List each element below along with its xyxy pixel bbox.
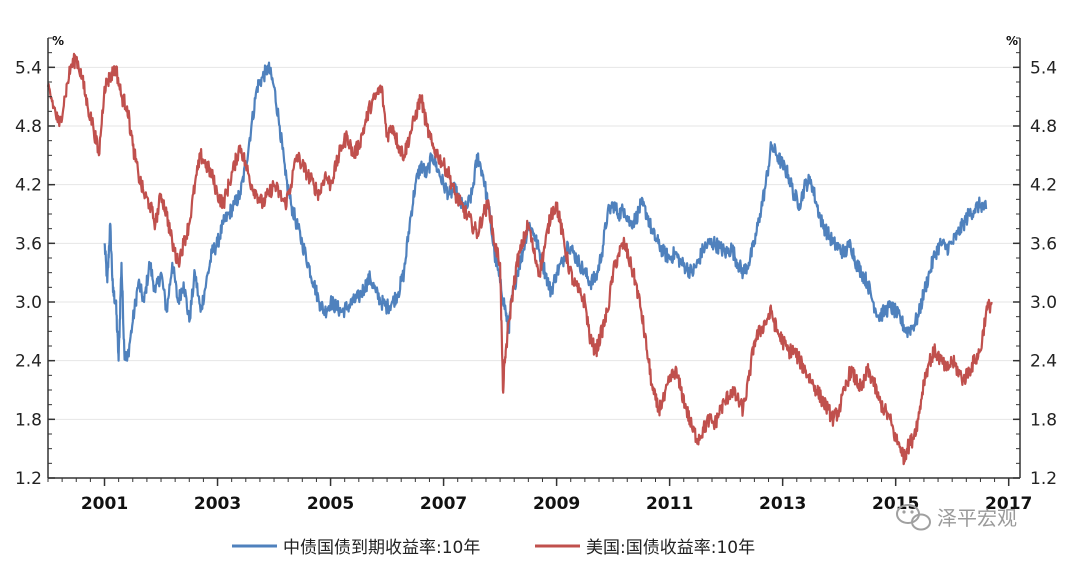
series-line-us-10y [46,52,993,466]
x-tick-label-2007: 2007 [420,494,467,514]
x-tick-label-2017: 2017 [985,494,1032,514]
x-tick-label-2013: 2013 [759,494,806,514]
y-tick-label-right: 2.4 [1030,352,1057,372]
y-tick-label-left: 3.6 [15,234,42,254]
y-tick-label-left: 1.2 [15,469,42,489]
legend-label-us: 美国:国债收益率:10年 [586,538,755,558]
series-line-china-10y [103,61,988,362]
y-tick-label-right: 1.2 [1030,469,1057,489]
y-tick-label-left: 1.8 [15,410,42,430]
y-tick-label-left: 4.8 [15,117,42,137]
y-tick-label-left: 2.4 [15,352,42,372]
y-tick-label-right: 5.4 [1030,58,1057,78]
y-tick-label-left: 5.4 [15,58,42,78]
gridlines [48,66,1020,479]
y-tick-label-left: 4.2 [15,176,42,196]
watermark: 泽平宏观 [896,504,1017,531]
y-tick-label-right: 1.8 [1030,410,1057,430]
x-tick-label-2001: 2001 [81,494,128,514]
y-axis-unit-left: % [52,34,64,48]
y-tick-label-right: 3.0 [1030,293,1057,313]
y-tick-label-right: 3.6 [1030,234,1057,254]
x-tick-label-2015: 2015 [872,494,919,514]
x-tick-label-2009: 2009 [533,494,580,514]
y-axis-unit-right: % [1006,34,1018,48]
x-tick-label-2003: 2003 [194,494,241,514]
legend-label-china: 中债国债到期收益率:10年 [283,538,480,558]
watermark-text: 泽平宏观 [937,506,1017,530]
y-tick-label-right: 4.8 [1030,117,1057,137]
y-tick-label-left: 3.0 [15,293,42,313]
axes: 1.2 1.2 1.8 1.8 2.4 2.4 3.0 3.0 3.6 3.6 4.2 4.2 4.8 4… [15,37,1057,514]
legend: 中债国债到期收益率:10年 美国:国债收益率:10年 [232,538,755,558]
y-tick-label-right: 4.2 [1030,176,1057,196]
x-tick-label-2011: 2011 [646,494,693,514]
series-lines [46,52,993,466]
wechat-icon [896,504,931,531]
x-tick-label-2005: 2005 [307,494,354,514]
